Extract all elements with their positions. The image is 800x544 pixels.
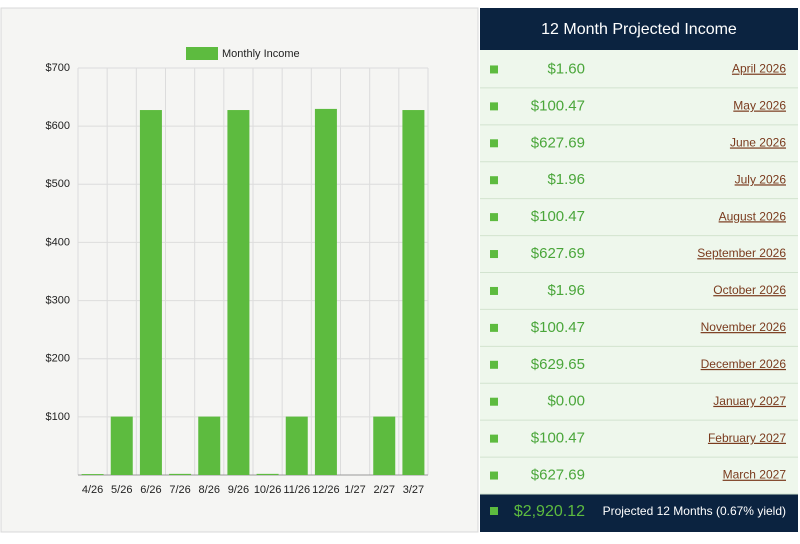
month-link[interactable]: August 2026 xyxy=(719,209,787,223)
row-marker xyxy=(490,139,498,148)
row-marker xyxy=(490,323,498,332)
row-marker xyxy=(490,250,498,259)
amount: $629.65 xyxy=(531,356,585,373)
row-marker xyxy=(490,397,498,406)
row-marker xyxy=(490,213,498,222)
month-link[interactable]: October 2026 xyxy=(713,283,786,297)
bar xyxy=(402,110,425,476)
footer-marker xyxy=(490,507,498,515)
bar xyxy=(139,110,162,476)
legend-label: Monthly Income xyxy=(222,48,300,60)
y-tick-label: $400 xyxy=(46,236,70,248)
total: $2,920.12 xyxy=(514,503,585,520)
table-footer xyxy=(480,494,798,532)
y-tick-label: $700 xyxy=(46,62,70,74)
x-tick-label: 11/26 xyxy=(283,484,310,496)
y-tick-label: $100 xyxy=(46,411,70,423)
table-title: 12 Month Projected Income xyxy=(541,21,737,38)
amount: $627.69 xyxy=(531,245,585,262)
table-header xyxy=(480,8,798,50)
month-link[interactable]: February 2027 xyxy=(708,431,786,445)
amount: $1.60 xyxy=(547,60,585,77)
row-marker xyxy=(490,176,498,185)
row-marker xyxy=(490,434,498,443)
amount: $0.00 xyxy=(547,393,585,410)
row-marker xyxy=(490,102,498,111)
amount: $100.47 xyxy=(531,319,585,336)
amount: $1.96 xyxy=(547,282,585,299)
table-panel xyxy=(480,8,798,532)
x-tick-label: 8/26 xyxy=(199,484,220,496)
bar xyxy=(256,473,279,475)
month-link[interactable]: May 2026 xyxy=(733,99,786,113)
bar xyxy=(285,416,308,475)
amount: $100.47 xyxy=(531,208,585,225)
month-link[interactable]: January 2027 xyxy=(713,394,786,408)
y-tick-label: $300 xyxy=(46,294,70,306)
amount: $627.69 xyxy=(531,134,585,151)
month-link[interactable]: September 2026 xyxy=(697,246,786,260)
amount: $627.69 xyxy=(531,467,585,484)
bar xyxy=(169,473,192,475)
x-tick-label: 9/26 xyxy=(228,484,249,496)
x-tick-label: 7/26 xyxy=(169,484,190,496)
x-tick-label: 1/27 xyxy=(344,484,365,496)
bar xyxy=(110,416,133,475)
bar xyxy=(373,416,396,475)
month-link[interactable]: April 2026 xyxy=(732,62,786,76)
total-label: Projected 12 Months (0.67% yield) xyxy=(603,504,786,518)
month-link[interactable]: July 2026 xyxy=(735,172,787,186)
bar xyxy=(81,474,104,475)
x-tick-label: 2/27 xyxy=(374,484,395,496)
bar xyxy=(314,108,337,475)
bar xyxy=(227,110,250,476)
row-marker xyxy=(490,360,498,369)
x-tick-label: 3/27 xyxy=(403,484,424,496)
month-link[interactable]: December 2026 xyxy=(701,357,787,371)
bar xyxy=(198,416,221,475)
row-marker xyxy=(490,286,498,295)
x-tick-label: 12/26 xyxy=(312,484,340,496)
amount: $1.96 xyxy=(547,171,585,188)
row-marker xyxy=(490,65,498,74)
month-link[interactable]: March 2027 xyxy=(723,468,787,482)
amount: $100.47 xyxy=(531,430,585,447)
row-marker xyxy=(490,471,498,480)
x-tick-label: 6/26 xyxy=(140,484,161,496)
x-tick-label: 10/26 xyxy=(254,484,282,496)
month-link[interactable]: June 2026 xyxy=(730,135,786,149)
y-tick-label: $200 xyxy=(46,353,70,365)
y-tick-label: $500 xyxy=(46,178,70,190)
amount: $100.47 xyxy=(531,97,585,114)
x-tick-label: 4/26 xyxy=(82,484,103,496)
legend-swatch xyxy=(186,47,218,60)
x-tick-label: 5/26 xyxy=(111,484,132,496)
month-link[interactable]: November 2026 xyxy=(701,320,787,334)
y-tick-label: $600 xyxy=(46,120,70,132)
